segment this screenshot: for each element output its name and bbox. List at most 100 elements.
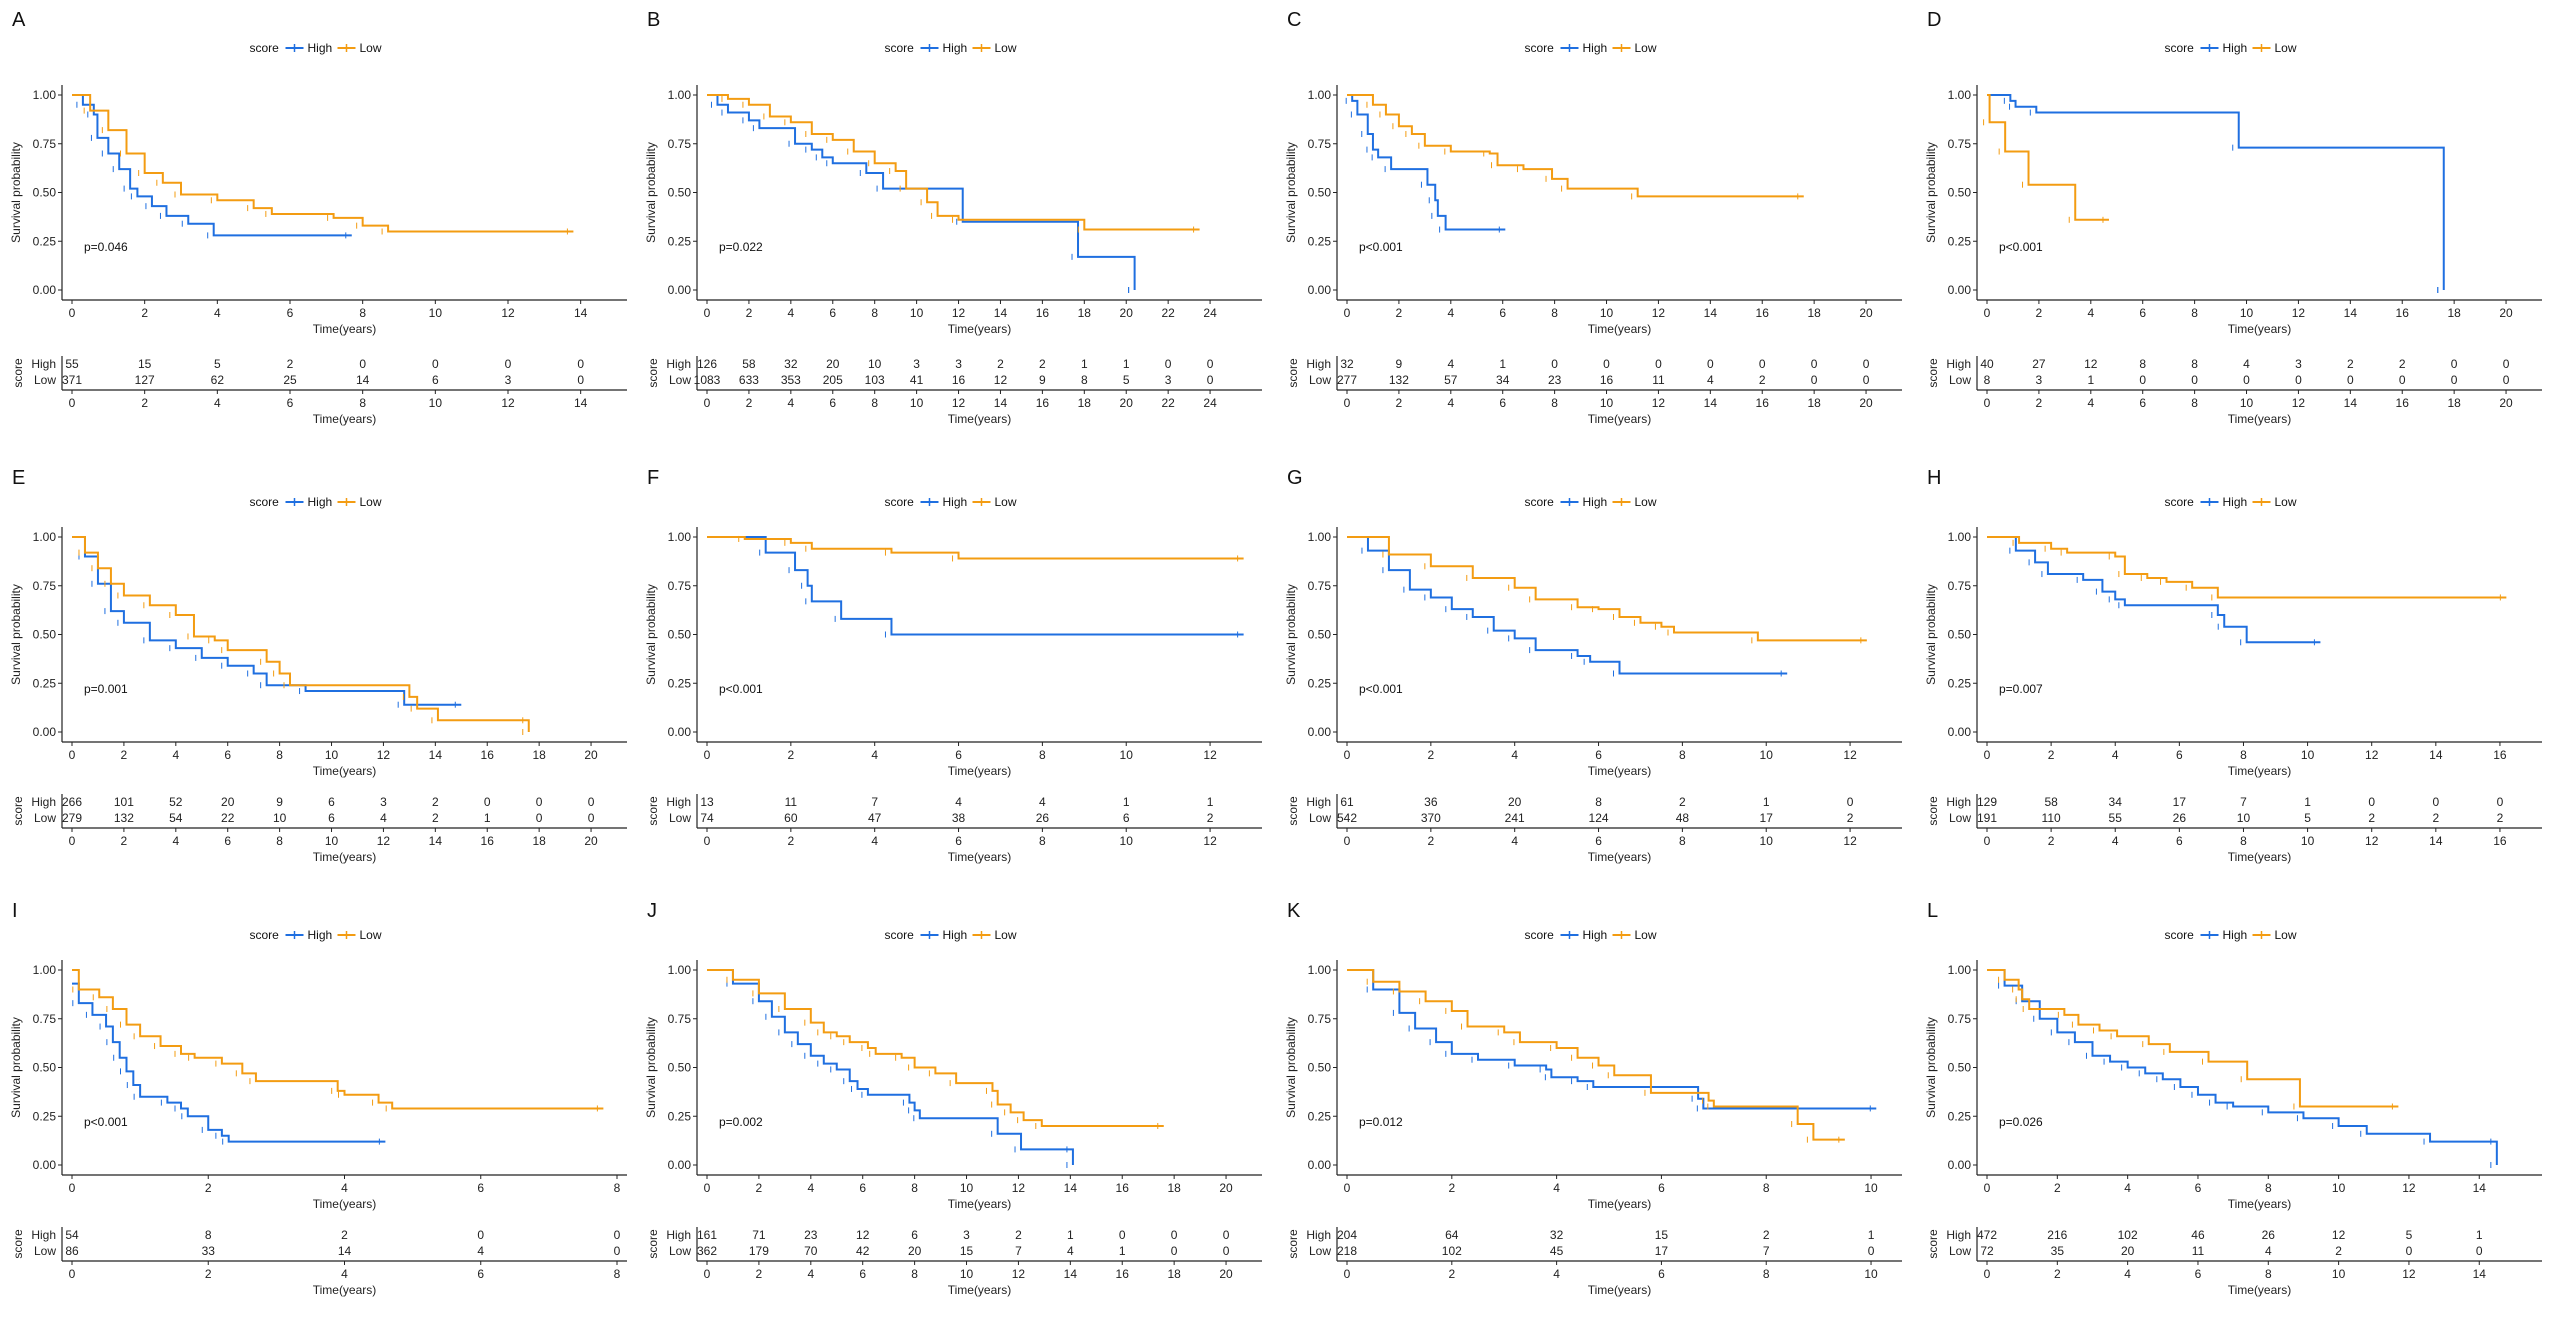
- risk-count-high: 8: [2191, 357, 2198, 371]
- risk-count-high: 1: [1868, 1228, 1875, 1242]
- risk-x-tick-label: 12: [2365, 834, 2379, 848]
- legend: score High Low: [2165, 495, 2297, 509]
- risk-count-low: 3: [2036, 373, 2043, 387]
- x-tick-label: 16: [1756, 306, 1770, 320]
- risk-count-low: 0: [2347, 373, 2354, 387]
- risk-x-tick-label: 18: [1807, 396, 1821, 410]
- risk-x-tick-label: 24: [1203, 396, 1217, 410]
- x-tick-label: 18: [1078, 306, 1092, 320]
- x-tick-label: 4: [172, 748, 179, 762]
- risk-table-y-title: score: [646, 358, 660, 388]
- km-curve-low: [1347, 969, 1845, 1141]
- x-tick-label: 8: [614, 1181, 621, 1195]
- risk-count-low: 17: [1655, 1244, 1669, 1258]
- risk-count-high: 0: [2432, 795, 2439, 809]
- risk-x-tick-label: 16: [1756, 396, 1770, 410]
- risk-x-axis-title: Time(years): [2228, 1283, 2292, 1297]
- y-tick-label: 1.00: [1308, 963, 1332, 977]
- x-tick-label: 18: [532, 748, 546, 762]
- km-curve-high: [72, 94, 352, 237]
- risk-x-tick-label: 8: [911, 1267, 918, 1281]
- risk-x-tick-label: 8: [1679, 834, 1686, 848]
- x-tick-label: 16: [1116, 1181, 1130, 1195]
- risk-count-high: 34: [2109, 795, 2123, 809]
- risk-count-low: 6: [432, 373, 439, 387]
- panel-label: K: [1287, 900, 1301, 922]
- risk-count-low: 16: [1600, 373, 1614, 387]
- x-axis-title: Time(years): [948, 1197, 1012, 1211]
- risk-x-tick-label: 8: [2191, 396, 2198, 410]
- x-tick-label: 14: [2344, 306, 2358, 320]
- risk-count-low: 132: [1389, 373, 1409, 387]
- legend-title: score: [1525, 928, 1555, 942]
- y-tick-label: 1.00: [1308, 530, 1332, 544]
- legend: score High Low: [250, 41, 382, 55]
- x-tick-label: 6: [1595, 748, 1602, 762]
- x-tick-label: 12: [501, 306, 515, 320]
- x-tick-label: 14: [2429, 748, 2443, 762]
- risk-count-high: 3: [913, 357, 920, 371]
- risk-count-high: 40: [1980, 357, 1994, 371]
- legend: score High Low: [885, 41, 1017, 55]
- risk-count-high: 2: [2399, 357, 2406, 371]
- risk-count-high: 2: [1679, 795, 1686, 809]
- risk-x-tick-label: 12: [1012, 1267, 1026, 1281]
- panel-label: G: [1287, 467, 1303, 489]
- risk-count-low: 14: [356, 373, 370, 387]
- risk-count-low: 16: [952, 373, 966, 387]
- y-tick-label: 0.00: [33, 283, 57, 297]
- y-tick-label: 0.25: [1948, 676, 1972, 690]
- risk-x-axis-title: Time(years): [313, 1283, 377, 1297]
- y-tick-label: 1.00: [1308, 88, 1332, 102]
- legend-title: score: [1525, 495, 1555, 509]
- y-tick-label: 0.25: [668, 1109, 692, 1123]
- y-tick-label: 0.75: [1948, 579, 1972, 593]
- risk-count-low: 0: [614, 1244, 621, 1258]
- y-tick-label: 0.25: [1948, 1109, 1972, 1123]
- risk-count-high: 1: [1067, 1228, 1074, 1242]
- x-axis-title: Time(years): [2228, 764, 2292, 778]
- risk-x-tick-label: 0: [1984, 1267, 1991, 1281]
- risk-count-high: 1: [1123, 357, 1130, 371]
- panel-label: I: [12, 900, 18, 922]
- risk-x-tick-label: 6: [955, 834, 962, 848]
- legend-low-label: Low: [1635, 41, 1657, 55]
- risk-count-low: 4: [380, 811, 387, 825]
- risk-count-high: 4: [2243, 357, 2250, 371]
- y-axis-title: Survival probability: [1924, 142, 1938, 243]
- x-tick-label: 2: [141, 306, 148, 320]
- risk-count-high: 15: [1655, 1228, 1669, 1242]
- risk-count-low: 5: [2304, 811, 2311, 825]
- x-tick-label: 10: [2240, 306, 2254, 320]
- p-value: p=0.026: [1999, 1115, 2043, 1129]
- y-tick-label: 0.25: [1308, 676, 1332, 690]
- y-tick-label: 0.00: [1948, 283, 1972, 297]
- x-tick-label: 20: [1219, 1181, 1233, 1195]
- risk-count-high: 71: [752, 1228, 766, 1242]
- risk-count-high: 1: [2304, 795, 2311, 809]
- p-value: p=0.022: [719, 240, 763, 254]
- risk-x-tick-label: 18: [532, 834, 546, 848]
- risk-count-low: 353: [781, 373, 801, 387]
- x-tick-label: 14: [2473, 1181, 2487, 1195]
- risk-x-tick-label: 0: [704, 834, 711, 848]
- risk-count-high: 0: [1863, 357, 1870, 371]
- risk-count-high: 20: [826, 357, 840, 371]
- risk-x-tick-label: 4: [2112, 834, 2119, 848]
- risk-count-low: 179: [749, 1244, 769, 1258]
- p-value: p=0.001: [84, 682, 128, 696]
- x-tick-label: 6: [287, 306, 294, 320]
- risk-count-low: 241: [1505, 811, 1525, 825]
- risk-count-low: 2: [1759, 373, 1766, 387]
- x-tick-label: 12: [952, 306, 966, 320]
- x-tick-label: 0: [1984, 748, 1991, 762]
- x-axis-title: Time(years): [948, 322, 1012, 336]
- risk-count-low: 8: [1081, 373, 1088, 387]
- risk-count-low: 0: [2503, 373, 2510, 387]
- risk-count-low: 86: [65, 1244, 79, 1258]
- risk-x-tick-label: 0: [1344, 1267, 1351, 1281]
